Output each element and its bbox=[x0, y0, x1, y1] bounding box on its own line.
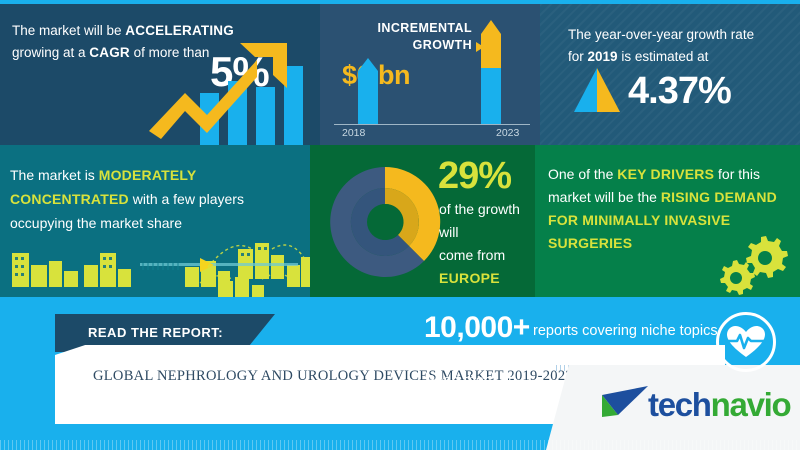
key-drivers-statement: One of the KEY DRIVERS for this market w… bbox=[548, 163, 793, 255]
axis-label-end: 2023 bbox=[496, 127, 520, 139]
report-title: GLOBAL NEPHROLOGY AND UROLOGY DEVICES MA… bbox=[93, 368, 573, 384]
technavio-wordmark: technavio bbox=[648, 386, 792, 424]
website-url-link[interactable]: www.technavio.com bbox=[425, 397, 554, 413]
gears-icon bbox=[720, 236, 788, 295]
axis-label-start: 2018 bbox=[342, 127, 366, 139]
heart-pulse-icon bbox=[726, 326, 766, 357]
kd-mid: for this market will be the bbox=[548, 166, 761, 205]
row-market-insights: The market is MODERATELY CONCENTRATED wi… bbox=[0, 145, 800, 297]
yoy-year: 2019 bbox=[587, 49, 618, 64]
panel-key-drivers: One of the KEY DRIVERS for this market w… bbox=[535, 145, 800, 297]
panel-europe-share: 29% of the growth will come from EUROPE bbox=[310, 145, 535, 297]
incremental-growth-axis bbox=[334, 124, 530, 125]
reports-count-caption: reports covering niche topics bbox=[533, 323, 718, 339]
panel-yoy-growth: The year-over-year growth rate for 2019 … bbox=[540, 4, 800, 145]
europe-line2: come from bbox=[439, 247, 506, 263]
panel-cagr: The market will be ACCELERATING growing … bbox=[0, 4, 320, 145]
conc-post: with a few players occupying the market … bbox=[10, 191, 244, 231]
yoy-statement: The year-over-year growth rate for 2019 … bbox=[568, 24, 783, 68]
heart-pulse-icon-ring bbox=[716, 312, 776, 372]
europe-share-text: of the growth will come from EUROPE bbox=[439, 198, 539, 290]
cagr-line2-pre: growing at a bbox=[12, 45, 90, 60]
technavio-paper-plane-icon bbox=[602, 386, 648, 417]
read-the-report-label: READ THE REPORT: bbox=[88, 325, 224, 340]
yoy-value: 4.37% bbox=[628, 70, 732, 112]
cagr-line1-pre: The market will be bbox=[12, 23, 126, 38]
concentration-statement: The market is MODERATELY CONCENTRATED wi… bbox=[10, 163, 295, 235]
top-accent-strip bbox=[0, 0, 800, 4]
logo-text-tech: tech bbox=[648, 386, 712, 423]
conc-pre: The market is bbox=[10, 167, 99, 183]
conc-highlight: MODERATELY CONCENTRATED bbox=[10, 167, 197, 207]
footer-dot-edge bbox=[0, 440, 800, 450]
reports-count: 10,000+ bbox=[424, 311, 530, 344]
row-cta-footer: READ THE REPORT: GLOBAL NEPHROLOGY AND U… bbox=[0, 297, 800, 450]
europe-share-value: 29% bbox=[438, 155, 512, 197]
europe-line1: of the growth will bbox=[439, 201, 520, 240]
cagr-line2-bold: CAGR bbox=[89, 45, 130, 60]
cagr-line1-bold: ACCELERATING bbox=[125, 23, 234, 38]
category-label: HEALTH CARE bbox=[425, 348, 533, 365]
read-them-at-label: Read them at: bbox=[425, 373, 517, 389]
yoy-line1: The year-over-year growth rate bbox=[568, 27, 755, 42]
europe-region: EUROPE bbox=[439, 270, 500, 286]
panel-incremental-growth: INCREMENTAL GROWTH $6 bn 2018 2023 bbox=[320, 4, 540, 145]
kd-pre: One of the bbox=[548, 166, 618, 182]
logo-text-navio: navio bbox=[710, 386, 792, 423]
kd-highlight-2: RISING DEMAND FOR MINIMALLY INVASIVE SUR… bbox=[548, 189, 777, 251]
cagr-statement: The market will be ACCELERATING growing … bbox=[12, 20, 252, 64]
logo-panel bbox=[546, 365, 800, 450]
cagr-line2-post: of more than bbox=[129, 45, 210, 60]
rising-zigzag-arrow-with-bars-icon bbox=[149, 43, 303, 145]
yoy-line2-pre: for bbox=[568, 49, 588, 64]
city-buildings-market-scale-icon bbox=[12, 243, 310, 297]
yoy-line2-post: is estimated at bbox=[617, 49, 709, 64]
play-triangle-icon bbox=[476, 42, 484, 52]
triangle-growth-icon bbox=[574, 68, 620, 112]
kd-highlight-1: KEY DRIVERS bbox=[617, 166, 715, 182]
row-statistics-top: The market will be ACCELERATING growing … bbox=[0, 4, 800, 145]
donut-chart bbox=[330, 166, 441, 277]
incremental-growth-title: INCREMENTAL GROWTH bbox=[377, 21, 472, 52]
panel-market-concentration: The market is MODERATELY CONCENTRATED wi… bbox=[0, 145, 310, 297]
incremental-growth-bars bbox=[358, 20, 501, 124]
